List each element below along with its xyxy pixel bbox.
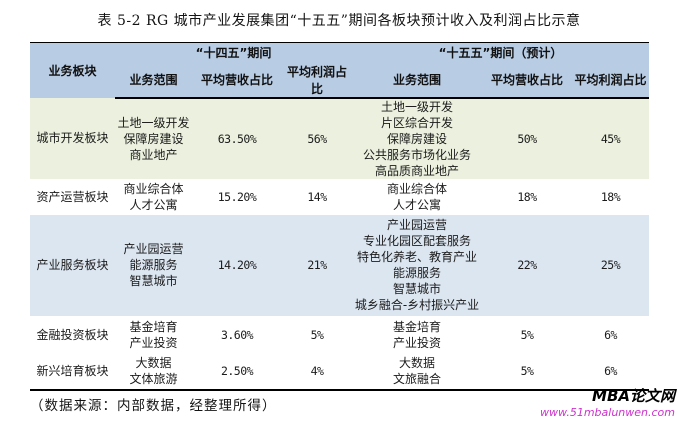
p1-scope-cell: 大数据 文体旅游	[129, 356, 178, 386]
sector-cell: 产业服务板块	[36, 258, 109, 272]
header-p1-revenue-share: 平均营收占比	[192, 62, 282, 99]
header-group-row: 业务板块 “十四五”期间 “十五五”期间（预计）	[30, 43, 649, 78]
table-row: 产业服务板块 产业园运营 能源服务 智慧城市 14.20% 21% 产业园运营 …	[30, 214, 649, 316]
header-p2-scope: 业务范围	[352, 62, 482, 99]
p2-scope-cell: 产业园运营 专业化园区配套服务 特色化养老、教育产业 能源服务 智慧城市 城乡融…	[354, 218, 480, 312]
header-business-sector: 业务板块	[48, 63, 97, 78]
p1-scope-cell: 土地一级开发 保障房建设 商业地产	[117, 115, 190, 162]
sector-cell: 金融投资板块	[36, 327, 109, 342]
p2-revenue-cell: 18%	[517, 189, 537, 204]
table-row: 金融投资板块 基金培育 产业投资 3.60% 5% 基金培育 产业投资 5% 6…	[30, 315, 649, 354]
p2-scope-cell: 基金培育 产业投资	[392, 319, 441, 350]
header-p1-profit-share: 平均利润占比	[282, 62, 352, 99]
p2-scope-cell: 大数据 文旅融合	[392, 356, 441, 386]
sector-cell: 资产运营板块	[36, 189, 109, 204]
site-watermark: MBA论文网 www.51mbalunwen.com	[540, 387, 675, 420]
header-sub-row: 业务范围 平均营收占比 平均利润占比 业务范围 平均营收占比 平均利润占比	[30, 62, 649, 99]
p2-revenue-cell: 5%	[520, 364, 534, 378]
p2-revenue-cell: 22%	[517, 258, 537, 272]
p2-profit-cell: 18%	[600, 189, 621, 204]
p1-revenue-cell: 3.60%	[220, 327, 254, 342]
header-period-15th: “十五五”期间（预计）	[438, 46, 563, 61]
p2-scope-cell: 土地一级开发 片区综合开发 保障房建设 公共服务市场化业务 高品质商业地产	[362, 99, 471, 178]
data-source-note: （数据来源：内部数据，经整理所得）	[30, 398, 277, 414]
p1-profit-cell: 56%	[307, 131, 327, 146]
p1-scope-cell: 商业综合体 人才公寓	[123, 181, 184, 212]
p1-scope-cell: 基金培育 产业投资	[129, 319, 178, 350]
p1-revenue-cell: 2.50%	[220, 364, 254, 378]
data-table: 业务板块 “十四五”期间 “十五五”期间（预计） 业务范围 平均营收占比 平均利…	[30, 42, 649, 391]
p2-profit-cell: 45%	[600, 131, 621, 146]
p2-scope-cell: 商业综合体 人才公寓	[386, 181, 447, 212]
sector-cell: 新兴培育板块	[36, 364, 109, 378]
table-row: 资产运营板块 商业综合体 人才公寓 15.20% 14% 商业综合体 人才公寓 …	[30, 178, 649, 215]
watermark-brand: MBA论文网	[592, 387, 675, 405]
header-p2-profit-share: 平均利润占比	[572, 62, 649, 99]
p2-profit-cell: 6%	[604, 364, 617, 378]
table-header: 业务板块 “十四五”期间 “十五五”期间（预计） 业务范围 平均营收占比 平均利…	[30, 42, 649, 99]
p2-profit-cell: 6%	[604, 327, 617, 342]
header-p2-revenue-share: 平均营收占比	[482, 62, 572, 99]
p1-revenue-cell: 63.50%	[217, 131, 257, 146]
p2-revenue-cell: 5%	[520, 327, 534, 342]
table-row: 城市开发板块 土地一级开发 保障房建设 商业地产 63.50% 56% 土地一级…	[30, 97, 649, 179]
p2-profit-cell: 25%	[600, 258, 621, 272]
p1-revenue-cell: 15.20%	[217, 189, 257, 204]
watermark-link[interactable]: www.51mbalunwen.com	[540, 405, 675, 419]
p1-profit-cell: 4%	[310, 364, 324, 378]
p1-profit-cell: 14%	[307, 189, 327, 204]
p1-profit-cell: 5%	[310, 327, 324, 342]
table-row: 新兴培育板块 大数据 文体旅游 2.50% 4% 大数据 文旅融合 5% 6%	[30, 353, 649, 390]
header-p1-scope: 业务范围	[115, 62, 192, 99]
p1-profit-cell: 21%	[307, 258, 327, 272]
header-period-14th: “十四五”期间	[195, 46, 272, 61]
table-caption: 表 5-2 RG 城市产业发展集团“十五五”期间各板块预计收入及利润占比示意	[97, 13, 581, 29]
p1-scope-cell: 产业园运营 能源服务 智慧城市	[123, 242, 184, 288]
sector-cell: 城市开发板块	[36, 131, 109, 145]
p1-revenue-cell: 14.20%	[217, 258, 257, 272]
p2-revenue-cell: 50%	[517, 131, 537, 146]
